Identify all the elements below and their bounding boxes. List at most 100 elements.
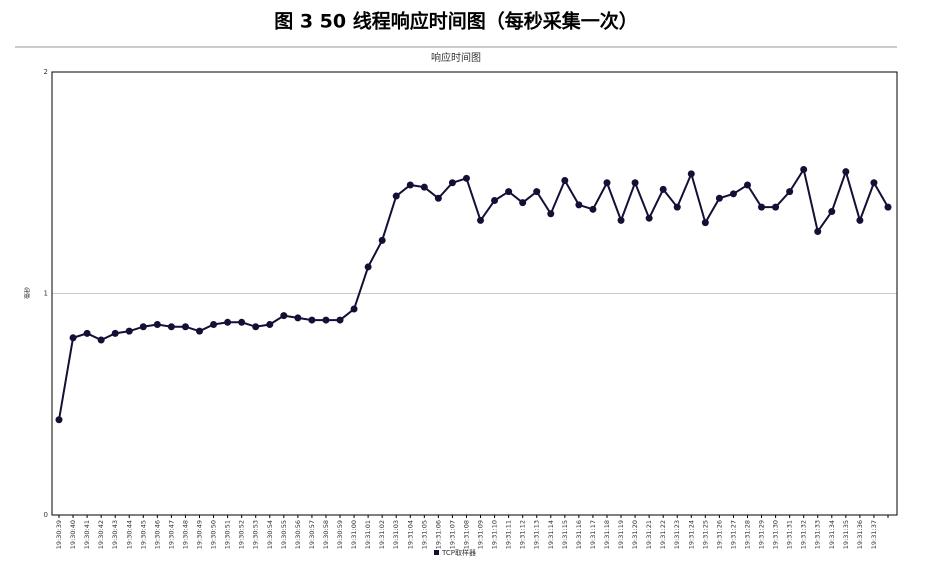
- x-tick-label: 19:30:49: [196, 520, 204, 549]
- point: [448, 179, 456, 187]
- point: [83, 329, 91, 337]
- point: [519, 199, 527, 207]
- point: [814, 227, 822, 235]
- x-tick-label: 19:30:39: [55, 520, 63, 549]
- point: [743, 181, 751, 189]
- x-tick-label: 19:30:43: [111, 520, 119, 549]
- point: [505, 188, 513, 196]
- point: [687, 170, 695, 178]
- point: [167, 323, 175, 331]
- point: [589, 205, 597, 213]
- point: [139, 323, 147, 331]
- point: [181, 323, 189, 331]
- x-tick-label: 19:31:02: [378, 520, 386, 549]
- point: [392, 192, 400, 200]
- point: [322, 316, 330, 324]
- point: [645, 214, 653, 222]
- point: [547, 210, 555, 218]
- x-tick-label: 19:30:48: [181, 520, 189, 549]
- point: [884, 203, 892, 211]
- x-tick-label: 19:31:01: [364, 520, 372, 549]
- figure-caption: 图 3 50 线程响应时间图（每秒采集一次）: [274, 10, 638, 33]
- x-tick-label: 19:30:45: [139, 520, 147, 549]
- x-tick-label: 19:31:31: [786, 520, 794, 549]
- x-tick-label: 19:31:07: [448, 520, 456, 549]
- x-tick-label: 19:30:44: [125, 520, 133, 549]
- plot-frame: [51, 71, 898, 516]
- point: [659, 185, 667, 193]
- x-tick-label: 19:31:24: [687, 520, 695, 549]
- x-tick-label: 19:31:03: [392, 520, 400, 549]
- point: [603, 179, 611, 187]
- x-tick-label: 19:31:17: [589, 520, 597, 549]
- y-tick-label: 2: [44, 68, 48, 76]
- x-tick-label: 19:31:19: [617, 520, 625, 549]
- point: [856, 216, 864, 224]
- x-tick-label: 19:31:11: [505, 520, 513, 549]
- x-tick-label: 19:31:18: [603, 520, 611, 549]
- point: [561, 177, 569, 185]
- point: [364, 263, 372, 271]
- x-tick-label: 19:30:46: [153, 520, 161, 549]
- x-tick-label: 19:31:29: [758, 520, 766, 549]
- point: [378, 236, 386, 244]
- point: [406, 181, 414, 189]
- point: [575, 201, 583, 209]
- x-tick-label: 19:31:14: [547, 520, 555, 549]
- point: [111, 329, 119, 337]
- x-tick-label: 19:30:51: [224, 520, 232, 549]
- x-tick-label: 19:31:33: [814, 520, 822, 549]
- point: [673, 203, 681, 211]
- x-tick-label: 19:31:27: [729, 520, 737, 549]
- x-tick-label: 19:31:16: [575, 520, 583, 549]
- x-tick-label: 19:31:06: [434, 520, 442, 549]
- point: [69, 334, 77, 342]
- x-tick-label: 19:31:15: [561, 520, 569, 549]
- x-tick-label: 19:31:25: [701, 520, 709, 549]
- x-tick-label: 19:30:56: [294, 520, 302, 549]
- x-tick-label: 19:31:22: [659, 520, 667, 549]
- point: [462, 174, 470, 182]
- point: [294, 314, 302, 322]
- point: [715, 194, 723, 202]
- point: [533, 188, 541, 196]
- x-tick-label: 19:30:53: [252, 520, 260, 549]
- point: [336, 316, 344, 324]
- point: [55, 416, 63, 424]
- point: [631, 179, 639, 187]
- x-tick-label: 19:30:41: [83, 520, 91, 549]
- x-tick-label: 19:31:10: [491, 520, 499, 549]
- y-tick-label: 1: [44, 290, 48, 298]
- x-tick-label: 19:31:12: [519, 520, 527, 549]
- point: [420, 183, 428, 191]
- x-tick-label: 19:31:34: [828, 520, 836, 549]
- y-tick-label: 0: [44, 511, 48, 519]
- point: [308, 316, 316, 324]
- x-tick-label: 19:31:21: [645, 520, 653, 549]
- point: [210, 321, 218, 329]
- point: [196, 327, 204, 335]
- x-tick-label: 19:31:32: [800, 520, 808, 549]
- point: [280, 312, 288, 320]
- point: [758, 203, 766, 211]
- x-tick-label: 19:31:28: [743, 520, 751, 549]
- point: [224, 318, 232, 326]
- x-tick-label: 19:31:35: [842, 520, 850, 549]
- point: [842, 168, 850, 176]
- point: [870, 179, 878, 187]
- x-tick-label: 19:30:57: [308, 520, 316, 549]
- point: [97, 336, 105, 344]
- x-tick-label: 19:31:23: [673, 520, 681, 549]
- x-tick-label: 19:31:09: [477, 520, 485, 549]
- x-tick-label: 19:30:52: [238, 520, 246, 549]
- x-tick-label: 19:30:40: [69, 520, 77, 549]
- point: [434, 194, 442, 202]
- x-tick-label: 19:31:20: [631, 520, 639, 549]
- x-tick-label: 19:30:50: [210, 520, 218, 549]
- x-tick-label: 19:31:37: [870, 520, 878, 549]
- x-tick-label: 19:30:59: [336, 520, 344, 549]
- x-tick-label: 19:31:05: [420, 520, 428, 549]
- point: [491, 196, 499, 204]
- point: [772, 203, 780, 211]
